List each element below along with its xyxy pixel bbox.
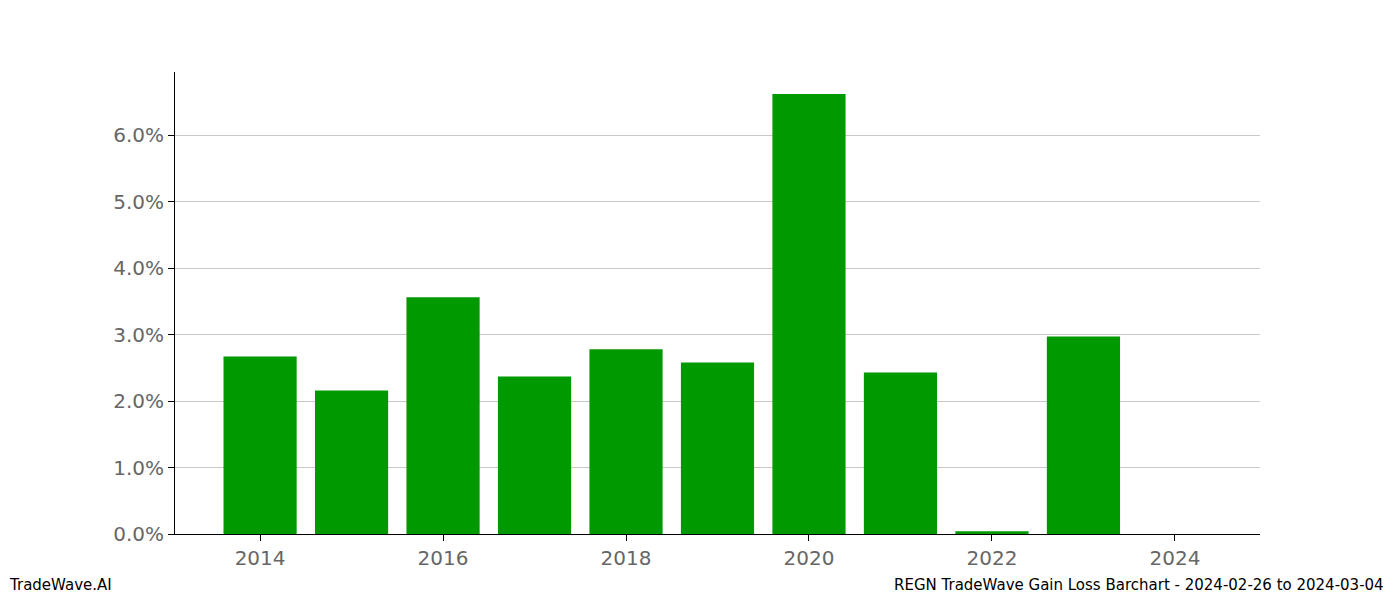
- svg-text:4.0%: 4.0%: [113, 256, 164, 280]
- svg-text:2016: 2016: [418, 546, 469, 570]
- svg-text:2018: 2018: [601, 546, 652, 570]
- svg-text:2020: 2020: [784, 546, 835, 570]
- svg-text:5.0%: 5.0%: [113, 190, 164, 214]
- svg-text:0.0%: 0.0%: [113, 522, 164, 546]
- svg-text:TradeWave.AI: TradeWave.AI: [9, 576, 112, 594]
- svg-text:2.0%: 2.0%: [113, 389, 164, 413]
- svg-text:REGN TradeWave Gain Loss Barch: REGN TradeWave Gain Loss Barchart - 2024…: [894, 576, 1384, 594]
- svg-text:6.0%: 6.0%: [113, 123, 164, 147]
- svg-text:2014: 2014: [235, 546, 286, 570]
- svg-text:2022: 2022: [966, 546, 1017, 570]
- svg-text:1.0%: 1.0%: [113, 456, 164, 480]
- svg-text:3.0%: 3.0%: [113, 323, 164, 347]
- svg-text:2024: 2024: [1149, 546, 1200, 570]
